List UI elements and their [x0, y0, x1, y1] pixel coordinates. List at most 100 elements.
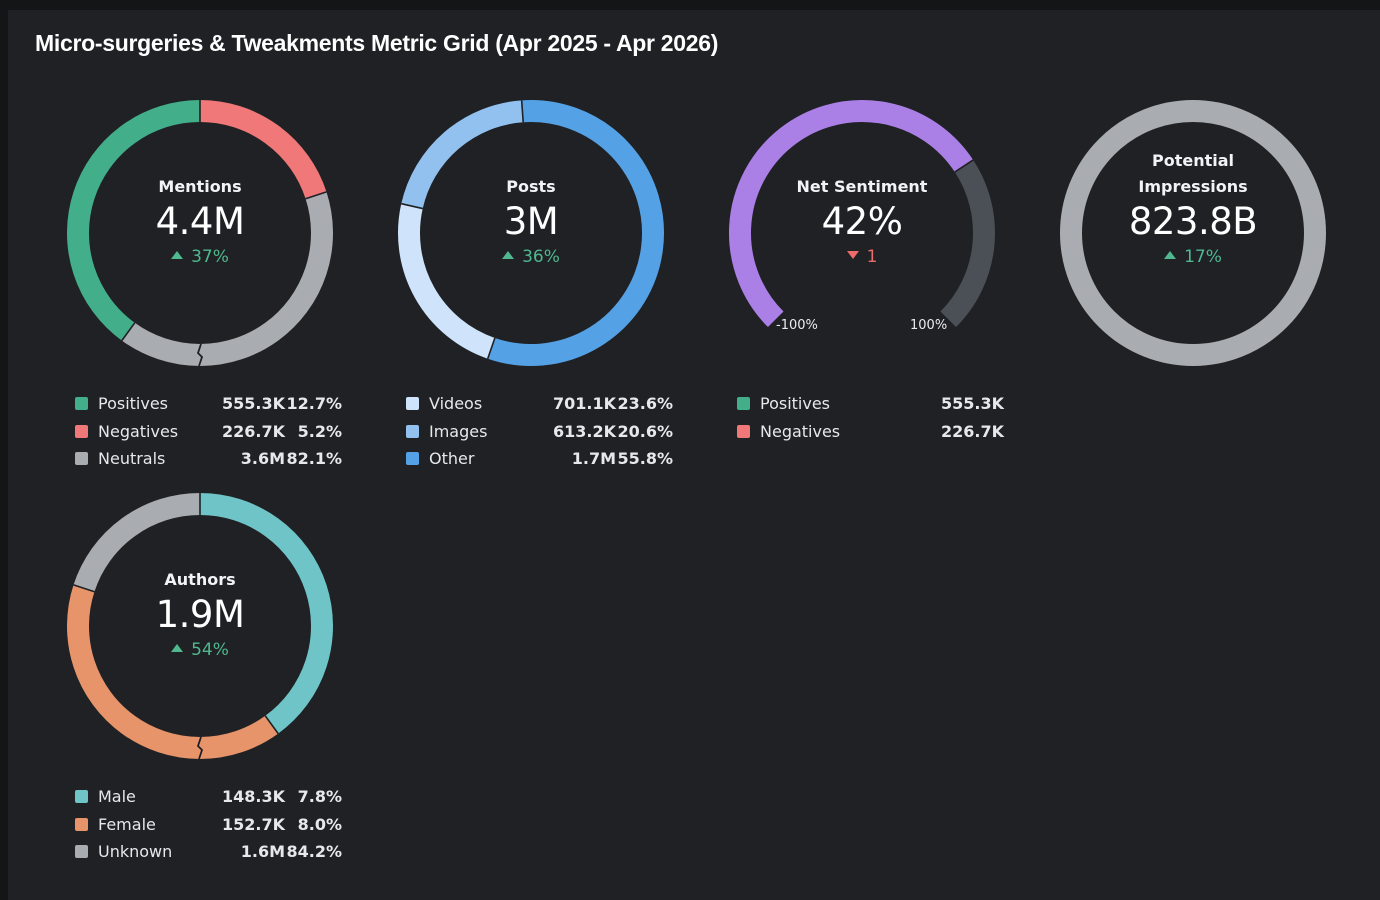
slice-other[interactable] — [487, 100, 664, 366]
swatch-negatives — [75, 424, 88, 438]
legend-name: Unknown — [98, 842, 173, 861]
legend-name: Positives — [760, 394, 831, 413]
legend-name: Negatives — [98, 421, 179, 441]
legend-value: 226.7K — [221, 421, 285, 441]
segment-divider — [401, 202, 423, 210]
legend-value: 555.3K — [940, 394, 1004, 413]
arrow-up-icon — [502, 251, 515, 259]
legend-value: 152.7K — [221, 814, 285, 834]
posts-delta-value: 36% — [522, 247, 560, 267]
swatch-positives — [737, 397, 750, 410]
legend-name: Negatives — [760, 421, 841, 441]
legend-value: 1.6M — [240, 842, 285, 861]
swatch-videos — [406, 397, 419, 410]
sentiment-delta: 1 — [717, 244, 1007, 270]
impressions-donut-svg — [1060, 100, 1326, 366]
slice-positives[interactable] — [67, 100, 201, 341]
sentiment-card: Net Sentiment 42% 1 -100% 100% Positives… — [717, 88, 1007, 445]
segment-divider — [73, 584, 95, 593]
legend-percent: 82.1% — [286, 449, 342, 468]
posts-donut[interactable]: Posts 3M 36% — [386, 88, 676, 378]
legend-item-female[interactable]: Female 152.7K 8.0% — [55, 811, 345, 839]
posts-value: 3M — [503, 200, 559, 243]
gauge-min-label: -100% — [776, 318, 818, 333]
legend-item-positives[interactable]: Positives 555.3K — [717, 390, 1007, 418]
legend-name: Images — [429, 421, 488, 441]
impressions-value: 823.8B — [1128, 200, 1258, 243]
swatch-unknown — [75, 845, 88, 858]
swatch-negatives — [737, 424, 750, 438]
axis-break-icon — [196, 736, 204, 760]
legend-name: Positives — [98, 394, 169, 413]
slice-negatives[interactable] — [199, 100, 327, 199]
slice-male[interactable] — [199, 493, 333, 734]
legend-item-male[interactable]: Male 148.3K 7.8% — [55, 783, 345, 811]
slice-female[interactable] — [67, 584, 279, 759]
legend-percent: 8.0% — [297, 814, 342, 834]
arrow-up-icon — [171, 644, 184, 652]
legend-item-videos[interactable]: Videos 701.1K 23.6% — [386, 390, 676, 418]
legend-value: 1.7M — [571, 449, 616, 468]
swatch-positives — [75, 397, 88, 410]
legend-percent: 23.6% — [617, 394, 673, 413]
axis-break-icon — [196, 343, 204, 367]
posts-legend: Videos 701.1K 23.6% Images 613.2K 20.6% … — [386, 390, 676, 473]
mentions-legend: Positives 555.3K 12.7% Negatives 226.7K … — [55, 390, 345, 473]
legend-item-negatives[interactable]: Negatives 226.7K — [717, 418, 1007, 446]
slice-videos[interactable] — [398, 203, 496, 359]
arrow-up-icon — [1164, 251, 1177, 259]
slice-images[interactable] — [401, 100, 524, 209]
sentiment-label: Net Sentiment — [796, 177, 928, 196]
slice-neutrals[interactable] — [121, 191, 333, 366]
authors-value: 1.9M — [155, 593, 245, 636]
sentiment-gauge[interactable]: Net Sentiment 42% 1 -100% 100% — [717, 88, 1007, 378]
impressions-donut[interactable]: Potential Impressions 823.8B 17% — [1048, 88, 1338, 378]
legend-item-positives[interactable]: Positives 555.3K 12.7% — [55, 390, 345, 418]
legend-percent: 12.7% — [286, 394, 342, 413]
legend-item-neutrals[interactable]: Neutrals 3.6M 82.1% — [55, 445, 345, 473]
legend-value: 613.2K — [552, 421, 616, 441]
impressions-card: Potential Impressions 823.8B 17% — [1048, 88, 1338, 378]
slice-impressions[interactable] — [1060, 100, 1326, 366]
authors-label: Authors — [164, 570, 236, 589]
legend-name: Female — [98, 814, 156, 834]
legend-percent: 5.2% — [297, 421, 342, 441]
legend-name: Videos — [429, 394, 483, 413]
posts-label: Posts — [506, 177, 556, 196]
legend-item-images[interactable]: Images 613.2K 20.6% — [386, 418, 676, 446]
legend-value: 3.6M — [240, 449, 285, 468]
authors-donut-svg — [67, 493, 333, 760]
authors-donut[interactable]: Authors 1.9M 54% — [55, 481, 345, 771]
legend-value: 226.7K — [940, 421, 1004, 441]
arrow-down-icon — [846, 251, 859, 259]
legend-name: Neutrals — [98, 449, 166, 468]
posts-donut-svg — [398, 100, 664, 366]
swatch-neutrals — [75, 452, 88, 465]
legend-item-negatives[interactable]: Negatives 226.7K 5.2% — [55, 418, 345, 446]
authors-delta: 54% — [55, 637, 345, 663]
legend-percent: 7.8% — [297, 787, 342, 806]
gauge-remaining-arc[interactable] — [940, 159, 995, 328]
impressions-delta-value: 17% — [1184, 247, 1222, 267]
arrow-up-icon — [171, 251, 184, 259]
mentions-value: 4.4M — [155, 200, 245, 243]
swatch-images — [406, 424, 419, 438]
mentions-donut[interactable]: Mentions 4.4M 37% — [55, 88, 345, 378]
gauge-value-arc[interactable] — [729, 100, 974, 328]
posts-card: Posts 3M 36% Videos 701.1K 23.6% Images … — [386, 88, 676, 473]
authors-legend: Male 148.3K 7.8% Female 152.7K 8.0% Unkn… — [55, 783, 345, 866]
page-title: Micro-surgeries & Tweakments Metric Grid… — [35, 30, 719, 56]
legend-item-other[interactable]: Other 1.7M 55.8% — [386, 445, 676, 473]
gauge-max-label: 100% — [910, 318, 948, 333]
legend-value: 148.3K — [221, 787, 285, 806]
sentiment-legend: Positives 555.3K Negatives 226.7K — [717, 390, 1007, 445]
legend-percent: 84.2% — [286, 842, 342, 861]
swatch-other — [406, 452, 419, 465]
segment-divider — [121, 322, 136, 342]
slice-unknown[interactable] — [73, 493, 201, 592]
segment-divider — [486, 337, 496, 360]
mentions-delta: 37% — [55, 244, 345, 270]
legend-percent: 20.6% — [617, 421, 673, 441]
legend-name: Other — [429, 449, 475, 468]
legend-item-unknown[interactable]: Unknown 1.6M 84.2% — [55, 838, 345, 866]
